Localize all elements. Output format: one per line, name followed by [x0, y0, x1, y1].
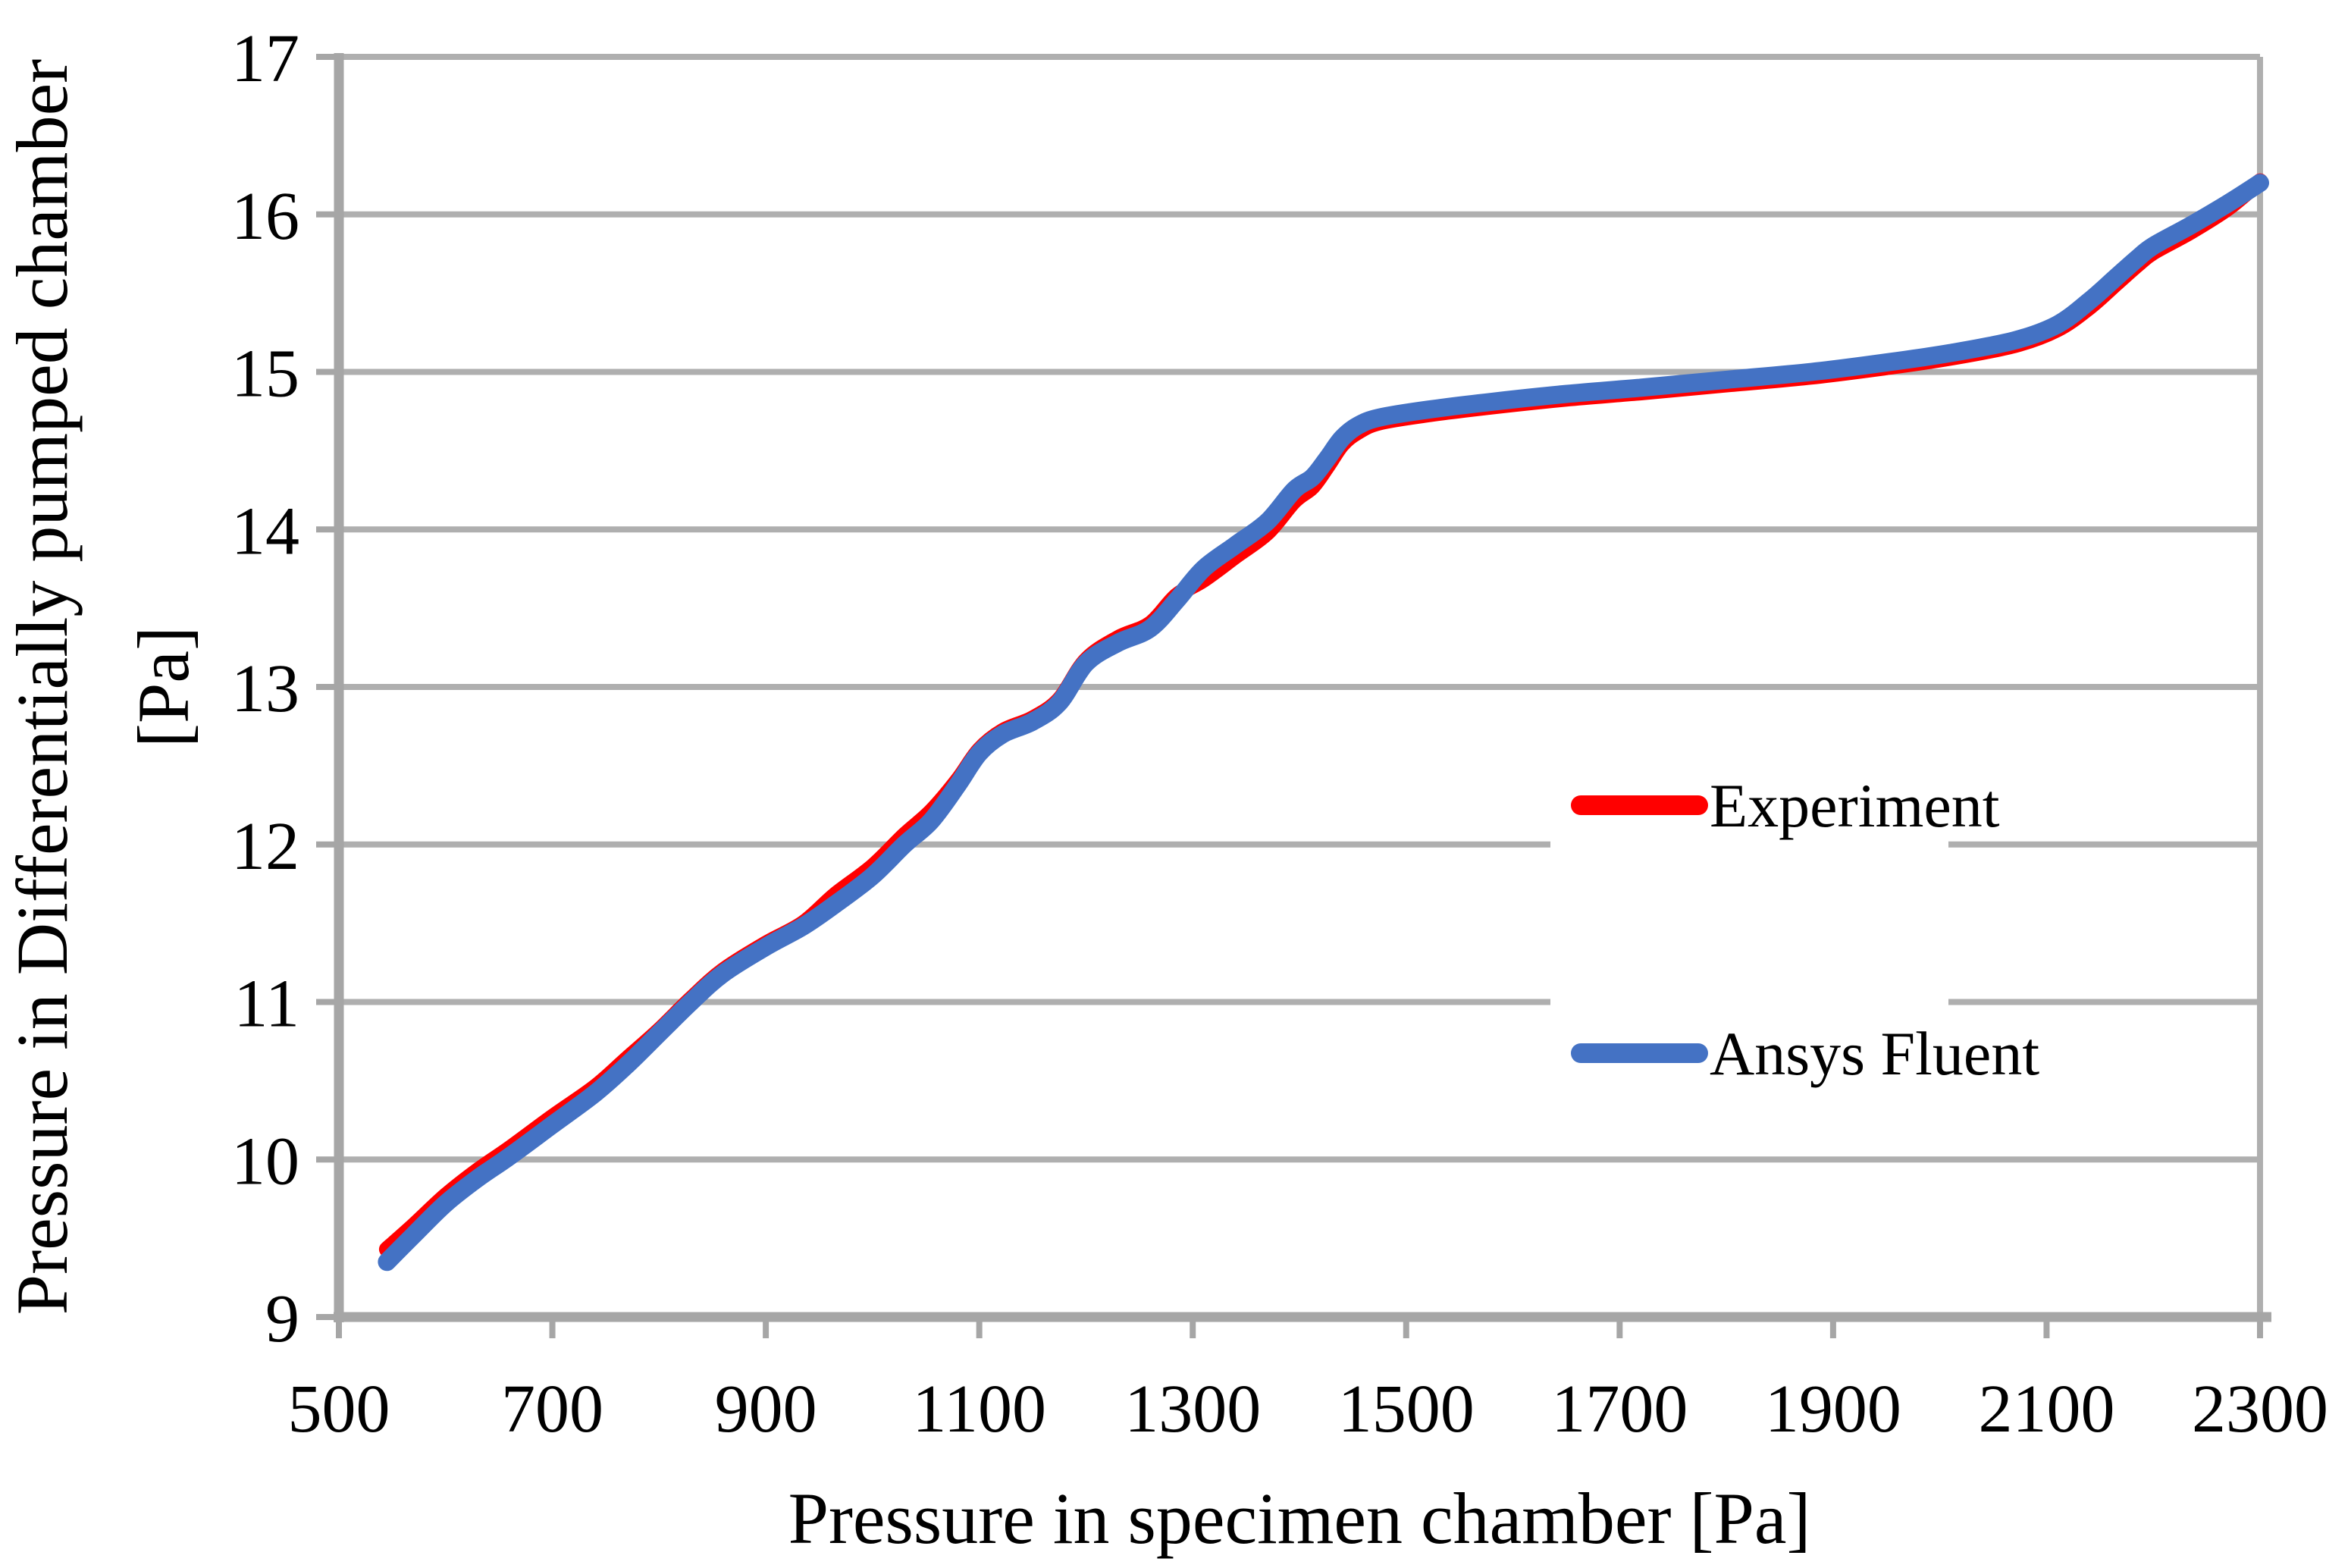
tick-labels: 9 10 11 12 13 14 15 16 17 500 700 900 1100 1300 1500 17… — [231, 21, 2328, 1447]
x-tick-label-1100: 1100 — [912, 1372, 1046, 1447]
legend-label-ansys-fluent: Ansys Fluent — [1710, 1019, 2039, 1088]
y-tick-label-15: 15 — [231, 337, 299, 412]
x-tick-label-900: 900 — [715, 1372, 817, 1447]
series-line-ansys-fluent — [378, 174, 2269, 1272]
x-tick-label-500: 500 — [288, 1372, 390, 1447]
y-tick-label-9: 9 — [265, 1281, 299, 1356]
y-axis-title: Pressure in Differentially pumped chambe… — [2, 59, 83, 1315]
y-tick-label-17: 17 — [231, 21, 299, 96]
x-tick-label-1500: 1500 — [1338, 1372, 1475, 1447]
y-tick-label-10: 10 — [231, 1124, 299, 1199]
x-tick-label-2300: 2300 — [2192, 1372, 2328, 1447]
x-tick-label-1300: 1300 — [1124, 1372, 1261, 1447]
x-tick-label-1900: 1900 — [1765, 1372, 1901, 1447]
gridlines — [339, 54, 2263, 1317]
x-tick-label-700: 700 — [501, 1372, 603, 1447]
y-axis-title-units: [Pa] — [123, 626, 204, 748]
y-tick-label-12: 12 — [231, 809, 299, 884]
x-axis-title: Pressure in specimen chamber [Pa] — [788, 1478, 1811, 1559]
y-tick-label-11: 11 — [234, 967, 299, 1042]
x-tick-label-1700: 1700 — [1551, 1372, 1688, 1447]
y-tick-label-16: 16 — [231, 179, 299, 254]
y-tick-label-13: 13 — [231, 651, 299, 726]
series-lines — [378, 173, 2269, 1272]
y-tick-label-14: 14 — [231, 494, 299, 569]
legend: Experiment Ansys Fluent — [1550, 751, 2039, 1115]
legend-label-experiment: Experiment — [1710, 771, 2000, 840]
x-tick-label-2100: 2100 — [1978, 1372, 2114, 1447]
tick-marks — [316, 54, 2263, 1338]
